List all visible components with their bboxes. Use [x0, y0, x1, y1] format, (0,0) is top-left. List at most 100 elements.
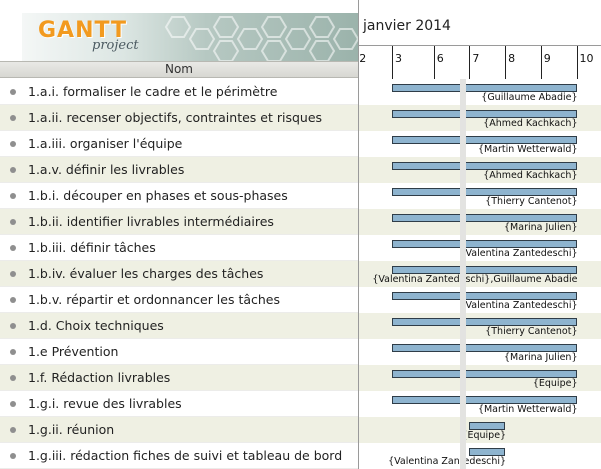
task-assignee-label: {Valentina Zantedeschi}	[459, 248, 578, 259]
task-row[interactable]: 1.a.iii. organiser l'équipe	[0, 131, 358, 157]
task-bullet-icon	[10, 245, 16, 251]
chart-row: {Guillaume Abadie}	[359, 79, 601, 105]
chart-row: {Valentina Zantedeschi}	[359, 443, 601, 469]
chart-row: {Marina Julien}	[359, 339, 601, 365]
task-bar[interactable]	[392, 136, 577, 144]
day-label: 3	[395, 52, 402, 65]
task-bar[interactable]	[392, 396, 577, 404]
task-assignee-label: {Ahmed Kachkach}	[483, 170, 578, 181]
task-bullet-icon	[10, 141, 16, 147]
day-tick	[392, 46, 393, 79]
day-label: 10	[579, 52, 594, 65]
task-row[interactable]: 1.a.v. définir les livrables	[0, 157, 358, 183]
chart-row: {Martin Wetterwald}	[359, 391, 601, 417]
chart-row: {Thierry Cantenot}	[359, 313, 601, 339]
task-row[interactable]: 1.e Prévention	[0, 339, 358, 365]
task-assignee-label: {Marina Julien}	[504, 352, 578, 363]
chart-row: {Equipe}	[359, 365, 601, 391]
task-bullet-icon	[10, 323, 16, 329]
timeline-month-header: janvier 2014	[359, 0, 601, 46]
task-bar[interactable]	[392, 292, 577, 300]
task-bar[interactable]	[392, 240, 577, 248]
task-row[interactable]: 1.d. Choix techniques	[0, 313, 358, 339]
task-row[interactable]: 1.f. Rédaction livrables	[0, 365, 358, 391]
task-bullet-icon	[10, 193, 16, 199]
chart-row: {Valentina Zantedeschi},Guillaume Abadie	[359, 261, 601, 287]
task-row[interactable]: 1.b.i. découper en phases et sous-phases	[0, 183, 358, 209]
task-name: 1.a.iii. organiser l'équipe	[28, 136, 183, 151]
chart-row: {Marina Julien}	[359, 209, 601, 235]
chart-row: {Valentina Zantedeschi}	[359, 287, 601, 313]
task-bar[interactable]	[392, 318, 577, 326]
task-bar[interactable]	[392, 344, 577, 352]
task-name: 1.a.ii. recenser objectifs, contraintes …	[28, 110, 323, 125]
chart-rows: {Guillaume Abadie} {Ahmed Kachkach} {Marti…	[359, 79, 601, 469]
day-label: 6	[436, 52, 444, 65]
task-bar[interactable]	[469, 448, 506, 456]
task-bar[interactable]	[392, 110, 577, 118]
logo-subtext: project	[92, 38, 139, 53]
task-row[interactable]: 1.a.i. formaliser le cadre et le périmèt…	[0, 79, 358, 105]
task-assignee-label: {Valentina Zantedeschi}	[388, 456, 507, 467]
task-bar[interactable]	[392, 214, 577, 222]
task-row[interactable]: 1.g.i. revue des livrables	[0, 391, 358, 417]
task-name: 1.b.v. répartir et ordonnancer les tâche…	[28, 292, 281, 307]
task-list: 1.a.i. formaliser le cadre et le périmèt…	[0, 79, 358, 469]
task-assignee-label: {Valentina Zantedeschi}	[459, 300, 578, 311]
task-row[interactable]: 1.b.iv. évaluer les charges des tâches	[0, 261, 358, 287]
task-row[interactable]: 1.b.iii. définir tâches	[0, 235, 358, 261]
day-label: 7	[472, 52, 480, 65]
weekend-stripe	[459, 79, 466, 469]
ganttproject-logo: GANTT project	[22, 13, 358, 61]
task-name: 1.e Prévention	[28, 344, 119, 359]
logo-text: GANTT	[38, 18, 128, 43]
task-row[interactable]: 1.b.ii. identifier livrables intermédiai…	[0, 209, 358, 235]
task-assignee-label: {Equipe}	[461, 430, 507, 441]
task-tree-panel: GANTT project Nom 1.a.i. formaliser le c…	[0, 13, 358, 469]
task-row[interactable]: 1.b.v. répartir et ordonnancer les tâche…	[0, 287, 358, 313]
task-row[interactable]: 1.g.iii. rédaction fiches de suivi et ta…	[0, 443, 358, 469]
task-name: 1.g.iii. rédaction fiches de suivi et ta…	[28, 448, 343, 463]
day-tick	[505, 46, 507, 79]
chart-row: {Thierry Cantenot}	[359, 183, 601, 209]
day-label: 8	[508, 52, 516, 65]
task-bar[interactable]	[392, 266, 577, 274]
task-bar[interactable]	[392, 370, 577, 378]
task-name: 1.b.iii. définir tâches	[28, 240, 156, 255]
task-bullet-icon	[10, 375, 16, 381]
task-assignee-label: {Equipe}	[532, 378, 578, 389]
task-assignee-label: {Martin Wetterwald}	[477, 144, 578, 155]
chart-row: {Ahmed Kachkach}	[359, 157, 601, 183]
task-bullet-icon	[10, 89, 16, 95]
task-name: 1.b.iv. évaluer les charges des tâches	[28, 266, 264, 281]
task-bullet-icon	[10, 167, 16, 173]
task-row[interactable]: 1.a.ii. recenser objectifs, contraintes …	[0, 105, 358, 131]
task-bullet-icon	[10, 271, 16, 277]
task-bullet-icon	[10, 115, 16, 121]
task-assignee-label: {Ahmed Kachkach}	[483, 118, 578, 129]
timeline-day-header: 2 3 6 7 8 9 10	[359, 46, 601, 79]
day-label: 2	[359, 52, 367, 65]
column-header-name[interactable]: Nom	[0, 61, 358, 78]
chart-row: {Ahmed Kachkach}	[359, 105, 601, 131]
task-name: 1.d. Choix techniques	[28, 318, 164, 333]
task-bar[interactable]	[469, 422, 506, 430]
task-row[interactable]: 1.g.ii. réunion	[0, 417, 358, 443]
task-assignee-label: {Thierry Cantenot}	[485, 196, 578, 207]
task-bar[interactable]	[392, 188, 577, 196]
task-name: 1.b.ii. identifier livrables intermédiai…	[28, 214, 274, 229]
task-bullet-icon	[10, 219, 16, 225]
task-assignee-label: {Marina Julien}	[504, 222, 578, 233]
task-bar[interactable]	[392, 84, 577, 92]
chart-row: {Equipe}	[359, 417, 601, 443]
task-name: 1.b.i. découper en phases et sous-phases	[28, 188, 288, 203]
task-bullet-icon	[10, 427, 16, 433]
day-tick	[433, 46, 435, 79]
task-bullet-icon	[10, 453, 16, 459]
task-name: 1.f. Rédaction livrables	[28, 370, 171, 385]
day-tick	[540, 46, 542, 79]
day-label: 9	[543, 52, 551, 65]
task-bar[interactable]	[392, 162, 577, 170]
task-assignee-label: {Martin Wetterwald}	[477, 404, 578, 415]
task-bullet-icon	[10, 297, 16, 303]
